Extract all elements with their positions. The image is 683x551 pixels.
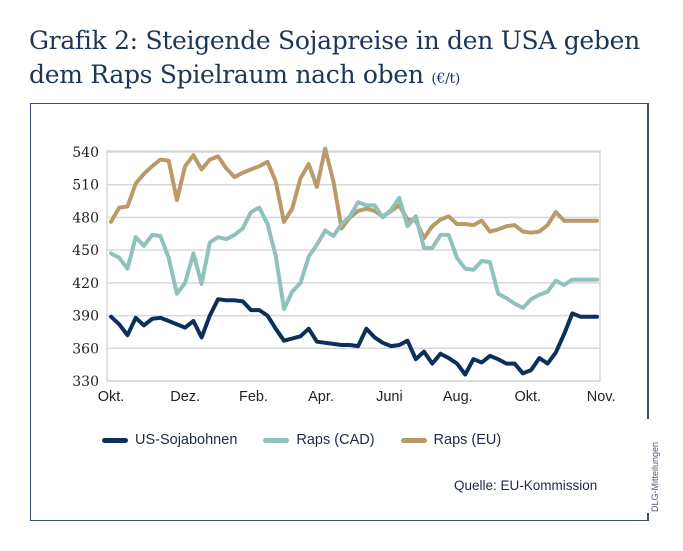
y-tick-label: 540 [72,145,99,161]
x-axis-ticks: Okt. Dez. Feb. Apr. Juni Aug. Okt. Nov. [98,389,616,405]
frame-right-border [647,103,649,419]
legend: US-Sojabohnen Raps (CAD) Raps (EU) [102,432,527,448]
chart-frame [30,103,648,521]
series-line-us-sojabohnen [109,297,599,377]
y-axis-ticks: 330 360 390 420 450 480 510 540 [72,145,99,390]
legend-swatch-raps-eu [400,437,427,443]
legend-swatch-raps-cad [263,437,290,443]
series-lines [109,146,599,377]
frame-right-border-end [647,513,649,521]
x-tick-label: Juni [376,389,403,405]
y-tick-label: 420 [72,276,99,292]
y-tick-label: 450 [72,243,99,259]
y-tick-label: 510 [72,178,99,194]
legend-label: Raps (CAD) [296,432,375,448]
legend-item-raps-cad: Raps (CAD) [263,432,375,448]
x-tick-label: Nov. [587,389,616,405]
x-tick-label: Dez. [170,389,200,405]
y-tick-label: 390 [72,309,99,325]
x-tick-label: Okt. [98,389,125,405]
legend-swatch-us-sojabohnen [102,437,128,443]
series-line-raps-cad [109,195,599,311]
plot-area-border [106,150,601,382]
y-tick-label: 480 [72,210,99,226]
x-tick-label: Okt. [515,389,542,405]
source-note: Quelle: EU-Kommission [454,478,598,493]
x-tick-label: Apr. [308,389,334,405]
legend-label: Raps (EU) [433,432,502,448]
y-tick-label: 360 [72,341,99,357]
legend-label: US-Sojabohnen [135,432,238,448]
legend-item-us-sojabohnen: US-Sojabohnen [102,432,237,448]
x-tick-label: Aug. [443,389,473,405]
x-tick-label: Feb. [239,389,268,405]
chart-title: Grafik 2: Steigende Sojapreise in den US… [29,24,669,96]
title-unit: (€/t) [431,71,461,87]
legend-item-raps-eu: Raps (EU) [400,432,502,448]
title-line-2: dem Raps Spielraum nach oben [29,60,424,89]
series-line-raps-eu [109,146,599,241]
title-line-1: Grafik 2: Steigende Sojapreise in den US… [29,26,640,55]
y-tick-label: 330 [72,374,99,390]
